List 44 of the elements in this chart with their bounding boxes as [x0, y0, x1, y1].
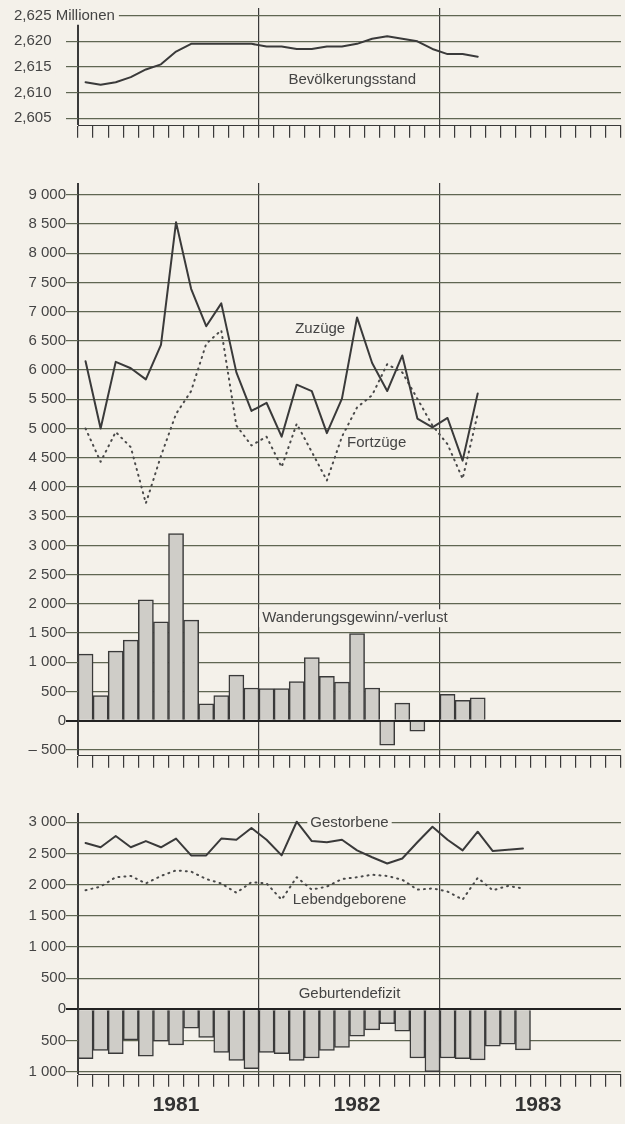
y-tick-label: 3 000: [28, 535, 66, 553]
y-tick-label: 4 000: [28, 477, 66, 495]
y-tick-label: 2 000: [28, 874, 66, 892]
y-tick-label: 2,605: [14, 108, 52, 126]
y-tick-label: 3 000: [28, 812, 66, 830]
series-label: Zuzüge: [295, 319, 346, 337]
y-tick-label: 2 000: [28, 593, 66, 611]
y-tick-label: 7 000: [28, 301, 66, 319]
y-tick-label: 2,625 Millionen: [14, 5, 115, 23]
y-tick-label: 500: [40, 968, 66, 986]
y-tick-label: 9 000: [28, 184, 66, 202]
y-tick-label: 500: [40, 681, 66, 699]
y-tick-label: 2,620: [14, 31, 52, 49]
y-tick-label: 2,610: [14, 82, 52, 100]
y-tick-label: 0: [57, 999, 66, 1017]
y-tick-label: – 500: [28, 740, 66, 758]
y-tick-label: 6 000: [28, 360, 66, 378]
y-tick-label: 7 500: [28, 272, 66, 290]
y-tick-label: 3 500: [28, 506, 66, 524]
x-tick-label: 1982: [333, 1092, 381, 1116]
y-tick-label: 1 000: [28, 937, 66, 955]
y-tick-label: 4 500: [28, 447, 66, 465]
series-label: Gestorbene: [310, 812, 389, 830]
y-tick-label: 0: [57, 710, 66, 728]
y-tick-label: 1 500: [28, 905, 66, 923]
x-tick-label: 1981: [152, 1092, 200, 1116]
y-tick-label: 2 500: [28, 564, 66, 582]
y-tick-label: 5 500: [28, 389, 66, 407]
y-tick-label: 1 000: [28, 1061, 66, 1079]
series-label: Lebendgeborene: [292, 890, 407, 908]
y-tick-label: 500: [40, 1030, 66, 1048]
series-label: Bevölkerungsstand: [288, 69, 417, 87]
y-tick-label: 2,615: [14, 57, 52, 75]
series-label: Geburtendefizit: [298, 983, 402, 1001]
y-tick-label: 8 000: [28, 243, 66, 261]
y-tick-label: 6 500: [28, 330, 66, 348]
y-tick-label: 8 500: [28, 214, 66, 232]
y-tick-label: 2 500: [28, 843, 66, 861]
y-tick-label: 5 000: [28, 418, 66, 436]
x-tick-label: 1983: [514, 1092, 562, 1116]
y-tick-label: 1 500: [28, 623, 66, 641]
y-tick-label: 1 000: [28, 652, 66, 670]
series-label: Wanderungsgewinn/-verlust: [262, 608, 449, 626]
series-label: Fortzüge: [347, 433, 407, 451]
